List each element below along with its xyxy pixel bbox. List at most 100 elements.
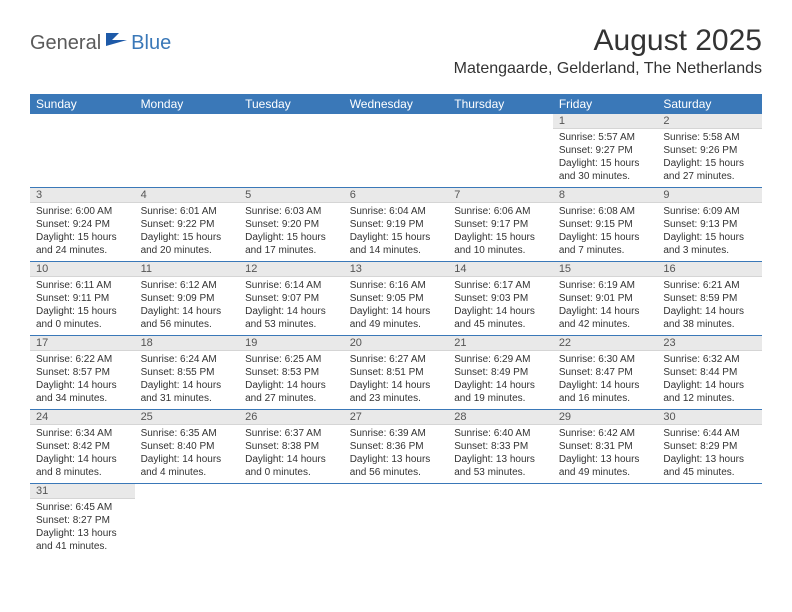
sunrise-text: Sunrise: 6:32 AM (663, 353, 756, 366)
day-body: Sunrise: 6:17 AMSunset: 9:03 PMDaylight:… (448, 277, 553, 335)
day-number: 11 (135, 262, 240, 277)
day-body: Sunrise: 6:27 AMSunset: 8:51 PMDaylight:… (344, 351, 449, 409)
day-number-empty (239, 114, 344, 128)
sunset-text: Sunset: 9:20 PM (245, 218, 338, 231)
sunset-text: Sunset: 9:09 PM (141, 292, 234, 305)
daylight-text: Daylight: 14 hours and 56 minutes. (141, 305, 234, 331)
day-number: 27 (344, 410, 449, 425)
calendar-cell: 23Sunrise: 6:32 AMSunset: 8:44 PMDayligh… (657, 336, 762, 410)
dow-wednesday: Wednesday (344, 94, 449, 114)
sunset-text: Sunset: 8:57 PM (36, 366, 129, 379)
sunset-text: Sunset: 9:22 PM (141, 218, 234, 231)
day-number: 21 (448, 336, 553, 351)
day-number-empty (553, 484, 658, 498)
calendar-row: 10Sunrise: 6:11 AMSunset: 9:11 PMDayligh… (30, 262, 762, 336)
sunrise-text: Sunrise: 6:21 AM (663, 279, 756, 292)
calendar-cell (239, 484, 344, 558)
calendar-cell: 19Sunrise: 6:25 AMSunset: 8:53 PMDayligh… (239, 336, 344, 410)
sunset-text: Sunset: 8:51 PM (350, 366, 443, 379)
day-body: Sunrise: 6:30 AMSunset: 8:47 PMDaylight:… (553, 351, 658, 409)
day-number: 14 (448, 262, 553, 277)
sunset-text: Sunset: 9:19 PM (350, 218, 443, 231)
day-body: Sunrise: 5:57 AMSunset: 9:27 PMDaylight:… (553, 129, 658, 187)
daylight-text: Daylight: 14 hours and 49 minutes. (350, 305, 443, 331)
flag-icon (105, 31, 129, 49)
day-body: Sunrise: 6:32 AMSunset: 8:44 PMDaylight:… (657, 351, 762, 409)
daylight-text: Daylight: 15 hours and 17 minutes. (245, 231, 338, 257)
day-body: Sunrise: 6:34 AMSunset: 8:42 PMDaylight:… (30, 425, 135, 483)
sunrise-text: Sunrise: 6:45 AM (36, 501, 129, 514)
day-body: Sunrise: 6:04 AMSunset: 9:19 PMDaylight:… (344, 203, 449, 261)
calendar-cell (448, 484, 553, 558)
calendar-cell: 4Sunrise: 6:01 AMSunset: 9:22 PMDaylight… (135, 188, 240, 262)
calendar-cell (344, 484, 449, 558)
day-number: 17 (30, 336, 135, 351)
sunset-text: Sunset: 9:17 PM (454, 218, 547, 231)
sunrise-text: Sunrise: 5:58 AM (663, 131, 756, 144)
calendar-row: 1Sunrise: 5:57 AMSunset: 9:27 PMDaylight… (30, 114, 762, 188)
sunset-text: Sunset: 9:13 PM (663, 218, 756, 231)
day-number-empty (344, 114, 449, 128)
calendar-cell: 8Sunrise: 6:08 AMSunset: 9:15 PMDaylight… (553, 188, 658, 262)
sunrise-text: Sunrise: 6:08 AM (559, 205, 652, 218)
sunset-text: Sunset: 8:31 PM (559, 440, 652, 453)
calendar-cell: 5Sunrise: 6:03 AMSunset: 9:20 PMDaylight… (239, 188, 344, 262)
dow-sunday: Sunday (30, 94, 135, 114)
day-number-empty (135, 114, 240, 128)
sunrise-text: Sunrise: 6:35 AM (141, 427, 234, 440)
daylight-text: Daylight: 15 hours and 0 minutes. (36, 305, 129, 331)
day-body: Sunrise: 6:24 AMSunset: 8:55 PMDaylight:… (135, 351, 240, 409)
sunset-text: Sunset: 8:40 PM (141, 440, 234, 453)
sunrise-text: Sunrise: 6:11 AM (36, 279, 129, 292)
day-number: 13 (344, 262, 449, 277)
dow-tuesday: Tuesday (239, 94, 344, 114)
sunrise-text: Sunrise: 6:27 AM (350, 353, 443, 366)
day-body: Sunrise: 6:22 AMSunset: 8:57 PMDaylight:… (30, 351, 135, 409)
day-number-empty (344, 484, 449, 498)
dow-saturday: Saturday (657, 94, 762, 114)
day-body: Sunrise: 6:14 AMSunset: 9:07 PMDaylight:… (239, 277, 344, 335)
day-number: 7 (448, 188, 553, 203)
day-number: 1 (553, 114, 658, 129)
day-number-empty (448, 114, 553, 128)
calendar-cell: 16Sunrise: 6:21 AMSunset: 8:59 PMDayligh… (657, 262, 762, 336)
sunrise-text: Sunrise: 6:04 AM (350, 205, 443, 218)
calendar-cell: 24Sunrise: 6:34 AMSunset: 8:42 PMDayligh… (30, 410, 135, 484)
sunset-text: Sunset: 8:33 PM (454, 440, 547, 453)
day-number: 31 (30, 484, 135, 499)
calendar-cell: 11Sunrise: 6:12 AMSunset: 9:09 PMDayligh… (135, 262, 240, 336)
sunset-text: Sunset: 8:38 PM (245, 440, 338, 453)
calendar-cell: 6Sunrise: 6:04 AMSunset: 9:19 PMDaylight… (344, 188, 449, 262)
day-number: 2 (657, 114, 762, 129)
daylight-text: Daylight: 14 hours and 23 minutes. (350, 379, 443, 405)
day-number: 24 (30, 410, 135, 425)
dow-friday: Friday (553, 94, 658, 114)
daylight-text: Daylight: 14 hours and 42 minutes. (559, 305, 652, 331)
calendar-cell: 29Sunrise: 6:42 AMSunset: 8:31 PMDayligh… (553, 410, 658, 484)
day-number: 28 (448, 410, 553, 425)
sunrise-text: Sunrise: 6:25 AM (245, 353, 338, 366)
daylight-text: Daylight: 14 hours and 27 minutes. (245, 379, 338, 405)
sunset-text: Sunset: 9:27 PM (559, 144, 652, 157)
sunset-text: Sunset: 9:26 PM (663, 144, 756, 157)
sunrise-text: Sunrise: 6:22 AM (36, 353, 129, 366)
day-body: Sunrise: 6:16 AMSunset: 9:05 PMDaylight:… (344, 277, 449, 335)
sunset-text: Sunset: 9:01 PM (559, 292, 652, 305)
calendar-cell (657, 484, 762, 558)
sunrise-text: Sunrise: 6:01 AM (141, 205, 234, 218)
daylight-text: Daylight: 14 hours and 45 minutes. (454, 305, 547, 331)
day-number: 26 (239, 410, 344, 425)
day-number: 5 (239, 188, 344, 203)
day-body: Sunrise: 6:01 AMSunset: 9:22 PMDaylight:… (135, 203, 240, 261)
day-number: 16 (657, 262, 762, 277)
calendar-cell (553, 484, 658, 558)
calendar-cell: 28Sunrise: 6:40 AMSunset: 8:33 PMDayligh… (448, 410, 553, 484)
sunset-text: Sunset: 9:07 PM (245, 292, 338, 305)
sunset-text: Sunset: 8:59 PM (663, 292, 756, 305)
dow-monday: Monday (135, 94, 240, 114)
daylight-text: Daylight: 15 hours and 7 minutes. (559, 231, 652, 257)
calendar-cell (135, 484, 240, 558)
day-body: Sunrise: 6:03 AMSunset: 9:20 PMDaylight:… (239, 203, 344, 261)
calendar-cell: 21Sunrise: 6:29 AMSunset: 8:49 PMDayligh… (448, 336, 553, 410)
daylight-text: Daylight: 14 hours and 16 minutes. (559, 379, 652, 405)
